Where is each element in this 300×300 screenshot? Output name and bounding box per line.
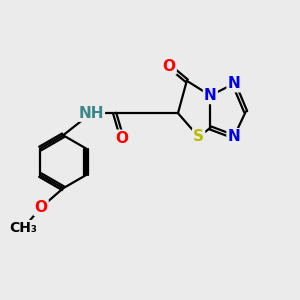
Text: N: N bbox=[227, 129, 240, 144]
Text: N: N bbox=[227, 76, 240, 91]
Text: O: O bbox=[34, 200, 48, 215]
Text: O: O bbox=[163, 58, 176, 74]
Text: S: S bbox=[193, 129, 204, 144]
Text: N: N bbox=[204, 88, 217, 103]
Text: NH: NH bbox=[78, 106, 104, 121]
Text: CH₃: CH₃ bbox=[10, 221, 37, 235]
Text: O: O bbox=[116, 131, 128, 146]
